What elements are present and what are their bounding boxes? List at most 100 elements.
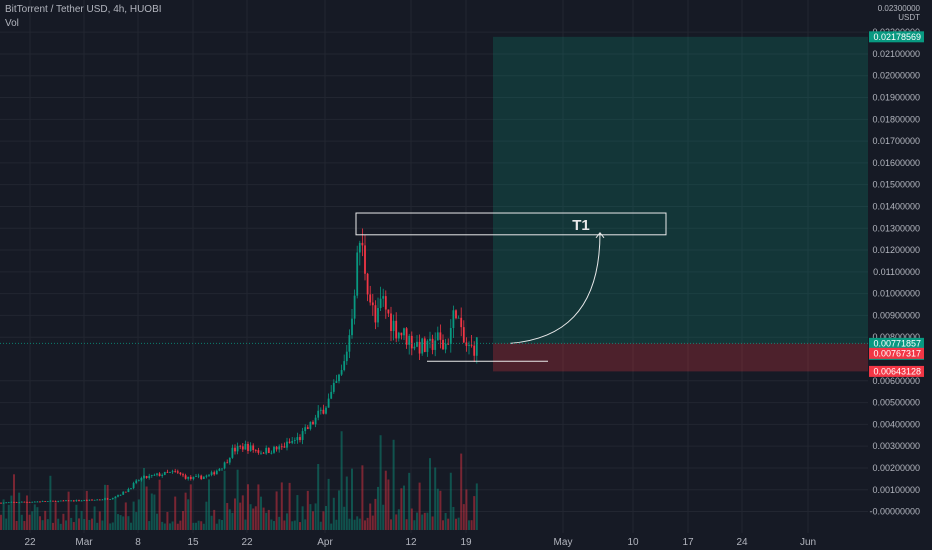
volume-bar xyxy=(455,518,457,530)
candle xyxy=(23,501,26,503)
volume-bar xyxy=(293,520,296,530)
volume-bar xyxy=(447,518,450,530)
candle xyxy=(247,444,249,451)
time-tick-label: 17 xyxy=(682,537,694,548)
axis-unit-label: USDT xyxy=(898,13,920,22)
candle xyxy=(114,496,117,499)
long-position-tool[interactable] xyxy=(493,36,868,372)
volume-bar xyxy=(98,511,101,530)
candle xyxy=(189,476,192,480)
volume-bar xyxy=(252,508,255,530)
volume-bar xyxy=(343,506,346,530)
volume-bar xyxy=(114,496,117,530)
candle xyxy=(449,328,452,345)
candle xyxy=(39,501,41,503)
candle xyxy=(145,476,148,479)
candle xyxy=(117,495,119,497)
volume-indicator-label[interactable]: Vol xyxy=(5,18,19,29)
candle xyxy=(358,242,361,253)
candle xyxy=(192,476,195,480)
candle xyxy=(278,446,281,450)
volume-bar xyxy=(213,509,216,530)
candle xyxy=(88,499,91,501)
candle xyxy=(364,245,366,274)
volume-bar xyxy=(195,522,197,530)
candle xyxy=(436,332,439,341)
candle xyxy=(109,499,112,500)
volume-bar xyxy=(174,496,177,530)
price-tick-label: 0.02100000 xyxy=(872,49,920,59)
volume-bar xyxy=(83,518,86,530)
candle xyxy=(397,332,400,339)
volume-bar xyxy=(5,518,8,530)
candle xyxy=(80,500,83,502)
price-tick-label: 0.01500000 xyxy=(872,180,920,190)
price-tick-label: 0.00600000 xyxy=(872,376,920,386)
candle xyxy=(325,407,327,414)
volume-bar xyxy=(280,482,283,530)
candle xyxy=(156,473,158,475)
volume-bar xyxy=(436,488,439,530)
candle xyxy=(70,500,73,502)
candle xyxy=(366,273,369,295)
candle xyxy=(228,457,231,463)
volume-bar xyxy=(413,520,416,530)
candle xyxy=(262,452,265,454)
candle xyxy=(429,338,431,341)
volume-bar xyxy=(91,518,93,530)
price-tick-label: 0.01200000 xyxy=(872,245,920,255)
candle xyxy=(319,409,322,411)
candle xyxy=(218,468,221,471)
volume-bar xyxy=(351,468,353,530)
candle xyxy=(275,446,278,450)
drawings[interactable]: T1 xyxy=(0,212,868,362)
volume-bar xyxy=(387,479,390,530)
candle xyxy=(20,501,23,503)
candle xyxy=(312,421,314,425)
candle xyxy=(280,446,283,448)
price-tag-label: 0.00643128 xyxy=(873,366,921,376)
volume-bar xyxy=(423,512,426,530)
candle xyxy=(46,501,49,502)
volume-bar xyxy=(171,521,174,530)
target-label: T1 xyxy=(572,217,590,234)
candle xyxy=(67,500,70,502)
volume-bar xyxy=(468,520,470,530)
price-axis[interactable]: 0.022000000.021000000.020000000.01900000… xyxy=(869,27,920,516)
candle xyxy=(304,427,307,432)
chart-title: BitTorrent / Tether USD, 4h, HUOBI xyxy=(5,4,162,15)
price-tick-label: 0.01600000 xyxy=(872,158,920,168)
volume-bar xyxy=(143,467,145,530)
candle xyxy=(369,294,372,303)
candle xyxy=(15,502,18,503)
candle xyxy=(332,382,335,392)
candle xyxy=(111,498,114,500)
time-axis[interactable]: 22 Mar 8 15 22 Apr 12 19 May 10 17 24 Jun xyxy=(24,537,816,548)
candle xyxy=(62,500,65,502)
candle xyxy=(317,410,320,418)
volume-bar xyxy=(322,511,325,530)
candle xyxy=(468,344,470,346)
volume-bar xyxy=(31,511,34,530)
volume-bar xyxy=(299,522,301,530)
candle xyxy=(33,501,36,503)
axis-unit: 0.02300000 USDT xyxy=(878,4,920,22)
price-tick-label: 0.01800000 xyxy=(872,114,920,124)
candle xyxy=(221,468,223,470)
volume-bar xyxy=(119,515,122,530)
volume-bar xyxy=(421,514,424,530)
volume-bar xyxy=(408,472,411,530)
volume-bar xyxy=(356,516,359,530)
candle xyxy=(202,476,205,479)
target-box xyxy=(355,212,667,236)
volume-bar xyxy=(36,507,39,530)
volume-bar xyxy=(208,479,210,530)
volume-bar xyxy=(122,516,125,530)
candle xyxy=(377,308,379,323)
volume-bar xyxy=(371,515,374,530)
volume-bar xyxy=(130,522,132,530)
candle xyxy=(405,328,408,345)
candle xyxy=(455,310,457,319)
volume-bar xyxy=(192,522,195,530)
